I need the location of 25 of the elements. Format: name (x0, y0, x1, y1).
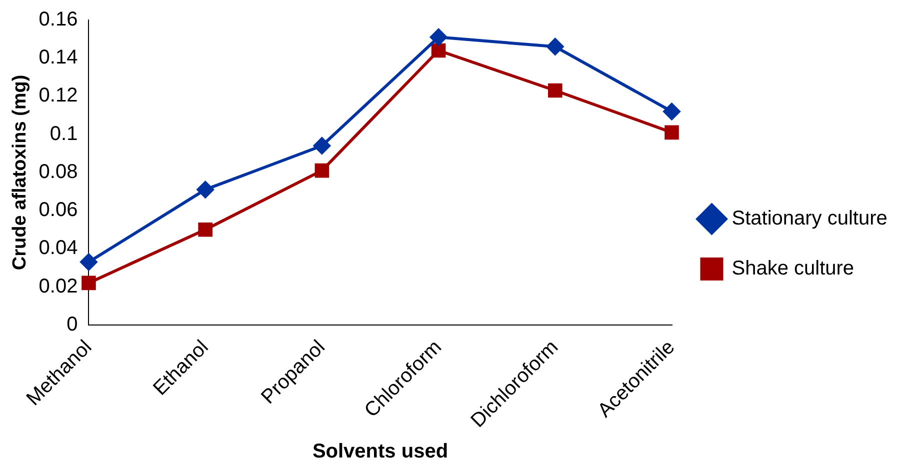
point (196, 181, 214, 198)
y-tick-label: 0.12 (38, 84, 78, 107)
y-tick-label: 0.14 (38, 46, 78, 69)
point (198, 222, 212, 237)
y-axis-title: Crude aflatoxins (mg) (10, 74, 31, 270)
y-tick-label: 0.1 (50, 122, 78, 145)
x-axis-title: Solvents used (312, 440, 448, 463)
y-tick-label: 0.02 (38, 275, 78, 298)
legend-label: Stationary culture (732, 208, 888, 230)
y-tick-label: 0.08 (38, 160, 78, 183)
point (80, 253, 98, 270)
y-tick-label: 0 (66, 313, 78, 336)
point (663, 102, 680, 120)
legend-label: Shake culture (732, 258, 854, 280)
y-tick-label: 0.16 (38, 8, 78, 31)
point (314, 163, 330, 178)
y-tick-label: 0.06 (38, 199, 78, 222)
point (548, 83, 562, 98)
point (431, 43, 446, 58)
point (546, 38, 564, 56)
point (664, 125, 679, 140)
point (82, 276, 96, 290)
point (313, 137, 330, 154)
point (430, 28, 448, 46)
y-tick-label: 0.04 (38, 237, 78, 260)
